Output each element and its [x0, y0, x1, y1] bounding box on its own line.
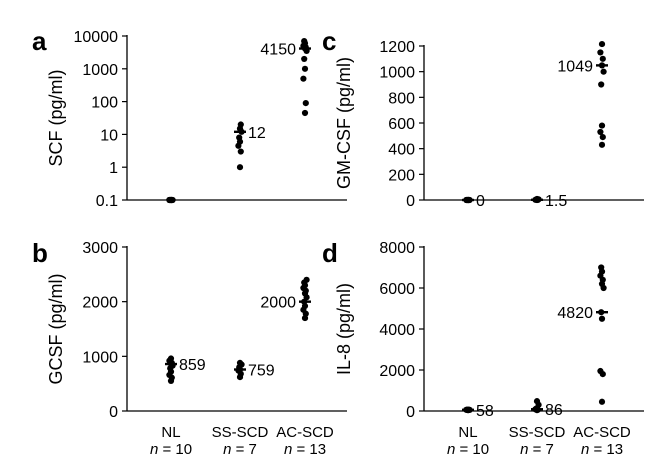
data-point	[237, 121, 244, 128]
y-axis-title: IL-8 (pg/ml)	[334, 283, 354, 375]
y-tick-label: 10	[100, 127, 118, 144]
data-point	[301, 37, 308, 45]
panel-letter-c: c	[322, 26, 336, 56]
y-axis-title: GCSF (pg/ml)	[46, 273, 66, 384]
n-symbol: n	[581, 441, 589, 458]
median-label: 2000	[260, 295, 296, 312]
n-symbol: n	[284, 441, 292, 458]
data-point	[597, 367, 604, 375]
n-value: = 10	[158, 441, 192, 458]
y-tick-label: 0	[406, 404, 415, 421]
data-point	[599, 55, 606, 62]
y-tick-label: 1	[109, 160, 118, 177]
data-point	[598, 264, 605, 271]
data-point	[167, 196, 175, 204]
data-point	[598, 122, 606, 129]
data-point	[301, 65, 309, 72]
x-group-label: NL	[161, 424, 180, 441]
data-point	[236, 164, 244, 171]
y-tick-label: 600	[388, 116, 415, 133]
y-tick-label: 0.1	[96, 193, 118, 210]
panel-letter-a: a	[32, 26, 47, 56]
data-point	[236, 359, 244, 366]
data-point	[598, 40, 606, 48]
median-label: 0	[476, 193, 485, 210]
median-label: 4150	[260, 42, 296, 59]
n-value: = 7	[528, 441, 553, 458]
data-point	[598, 398, 606, 405]
y-tick-label: 400	[388, 142, 415, 159]
data-point	[597, 128, 604, 136]
y-tick-label: 0	[109, 404, 118, 421]
data-point	[599, 134, 606, 141]
y-tick-label: 1000	[82, 349, 118, 366]
n-value: = 10	[455, 441, 489, 458]
data-point	[598, 81, 605, 88]
y-tick-label: 6000	[379, 281, 415, 298]
x-group-label: NL	[458, 424, 477, 441]
y-tick-label: 10000	[74, 29, 119, 46]
n-value: = 13	[292, 441, 326, 458]
y-tick-label: 2000	[82, 295, 118, 312]
n-value: = 13	[589, 441, 623, 458]
median-label: 859	[179, 357, 206, 374]
x-group-n-label: n = 7	[520, 441, 554, 458]
y-tick-label: 100	[91, 95, 118, 112]
panel-letter-d: d	[322, 238, 338, 268]
data-point	[236, 134, 243, 141]
panel-letter-b: b	[32, 238, 48, 268]
x-group-label: AC-SCD	[573, 424, 631, 441]
median-label: 58	[476, 403, 494, 420]
n-value: = 7	[231, 441, 256, 458]
median-label: 12	[248, 125, 266, 142]
x-group-n-label: n = 10	[447, 441, 489, 458]
x-group-label: SS-SCD	[212, 424, 269, 441]
y-tick-label: 1200	[379, 39, 415, 56]
data-point	[301, 55, 308, 63]
data-point	[600, 68, 607, 75]
median-label: 759	[248, 363, 275, 380]
median-label: 1.5	[545, 193, 567, 210]
n-symbol: n	[520, 441, 528, 458]
y-tick-label: 8000	[379, 240, 415, 257]
y-tick-label: 200	[388, 167, 415, 184]
median-label: 86	[545, 402, 563, 419]
y-tick-label: 1000	[379, 65, 415, 82]
y-tick-label: 800	[388, 90, 415, 107]
x-group-label: SS-SCD	[509, 424, 566, 441]
data-point	[597, 49, 604, 56]
y-tick-label: 0	[406, 193, 415, 210]
y-tick-label: 2000	[379, 363, 415, 380]
n-symbol: n	[223, 441, 231, 458]
y-tick-label: 1000	[82, 62, 118, 79]
y-tick-label: 3000	[82, 240, 118, 257]
y-tick-label: 4000	[379, 322, 415, 339]
data-point	[302, 100, 309, 107]
data-point	[167, 355, 175, 362]
x-group-label: AC-SCD	[276, 424, 334, 441]
n-symbol: n	[150, 441, 158, 458]
median-label: 1049	[557, 58, 593, 75]
data-point	[300, 75, 307, 82]
data-point	[598, 315, 606, 322]
data-point	[237, 148, 244, 155]
data-point	[303, 276, 310, 283]
n-symbol: n	[447, 441, 455, 458]
data-point	[533, 398, 541, 405]
data-point	[598, 141, 606, 148]
y-axis-title: GM-CSF (pg/ml)	[334, 57, 354, 189]
x-group-n-label: n = 7	[223, 441, 257, 458]
data-point	[301, 109, 309, 117]
x-group-n-label: n = 10	[150, 441, 192, 458]
x-group-n-label: n = 13	[581, 441, 623, 458]
x-group-n-label: n = 13	[284, 441, 326, 458]
median-label: 4820	[557, 305, 593, 322]
y-axis-title: SCF (pg/ml)	[46, 69, 66, 166]
